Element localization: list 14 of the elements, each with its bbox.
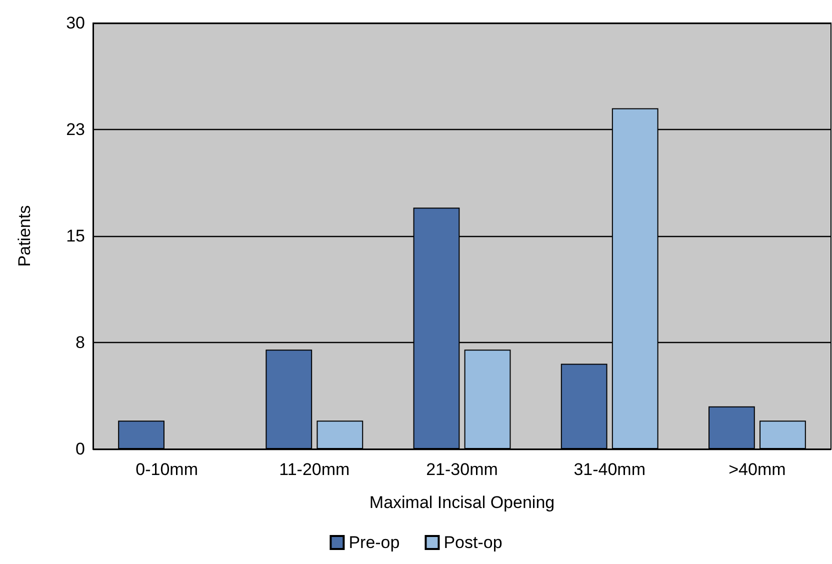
- x-tick-label: 11-20mm: [279, 460, 350, 479]
- y-axis-title: Patients: [15, 205, 34, 267]
- y-tick-label: 23: [66, 120, 85, 139]
- legend-label: Pre-op: [348, 533, 400, 552]
- y-tick-label: 0: [76, 440, 85, 458]
- x-tick-label: >40mm: [728, 460, 786, 479]
- y-tick-label: 8: [76, 333, 85, 352]
- x-tick-label: 31-40mm: [574, 460, 646, 479]
- x-axis-title: Maximal Incisal Opening: [369, 493, 555, 512]
- y-tick-label: 15: [66, 226, 85, 246]
- y-tick-label: 30: [66, 14, 85, 32]
- x-tick-label: 0-10mm: [136, 460, 198, 479]
- legend-label: Post-op: [444, 533, 502, 552]
- x-tick-label: 21-30mm: [426, 460, 498, 479]
